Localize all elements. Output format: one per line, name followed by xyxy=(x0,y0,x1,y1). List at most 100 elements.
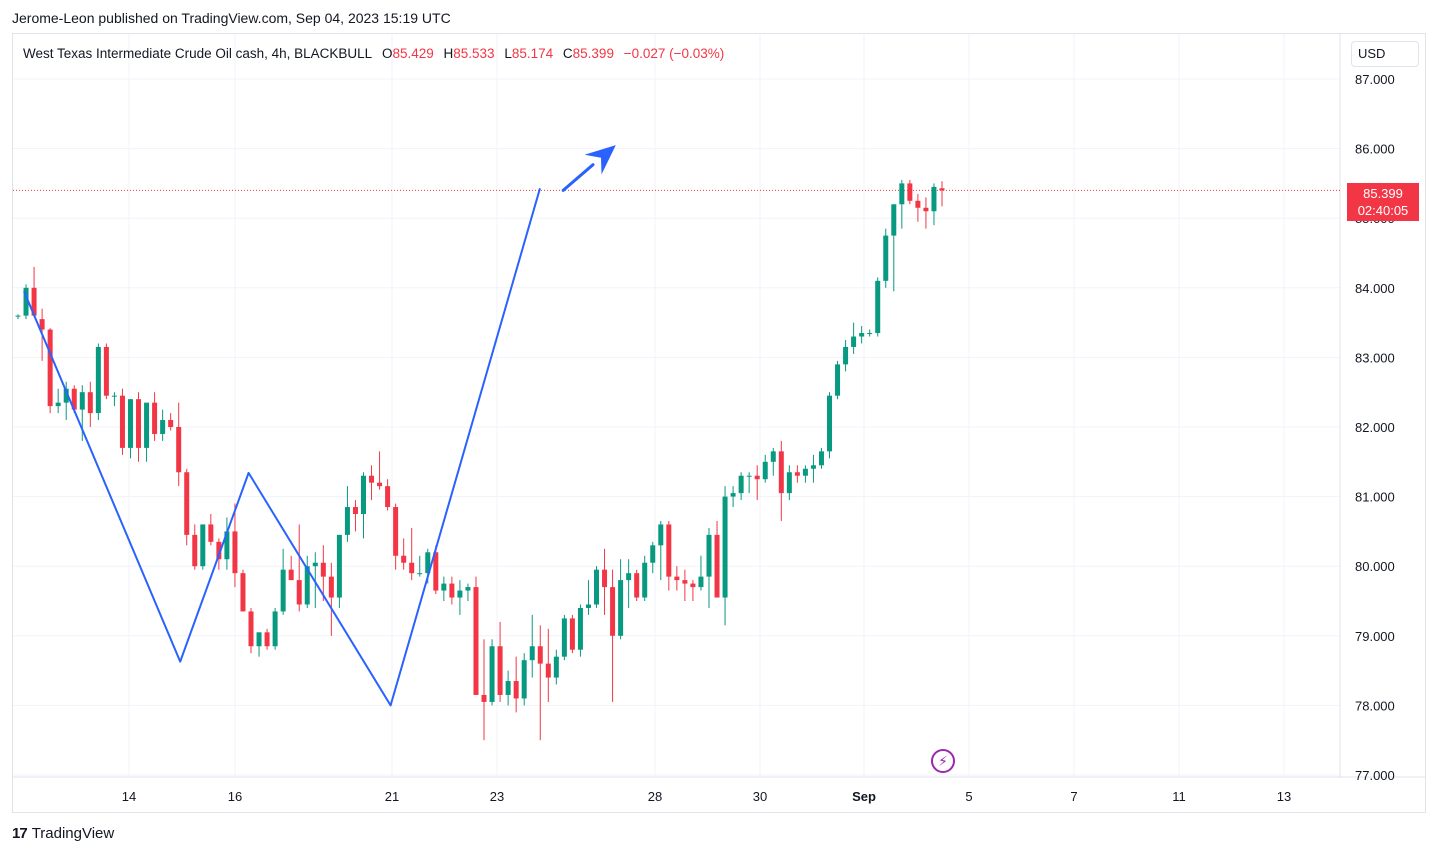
candle xyxy=(690,580,696,601)
forecast-arrow-shaft[interactable] xyxy=(561,163,595,192)
candle xyxy=(449,576,455,605)
candle xyxy=(762,454,768,483)
forecast-arrow-head[interactable] xyxy=(584,145,616,175)
symbol-legend: West Texas Intermediate Crude Oil cash, … xyxy=(23,46,724,61)
candle xyxy=(240,569,246,612)
high-label: H xyxy=(443,46,454,61)
candle xyxy=(15,314,21,320)
candle-body xyxy=(634,573,640,598)
candle-body xyxy=(465,587,471,591)
candle-body xyxy=(931,186,937,212)
candle-body xyxy=(360,475,366,514)
candle-body xyxy=(529,646,535,661)
candle xyxy=(119,388,125,455)
candle xyxy=(441,576,447,601)
candle xyxy=(136,392,142,462)
candle-body xyxy=(184,472,190,535)
candle xyxy=(360,472,366,539)
candle xyxy=(883,228,889,288)
candle-body xyxy=(714,534,720,598)
candle-body xyxy=(352,507,358,514)
candle-body xyxy=(497,646,503,695)
candle-body xyxy=(545,663,551,678)
candle-body xyxy=(31,287,37,316)
candle-body xyxy=(144,402,150,448)
tradingview-logo[interactable]: 17 TradingView xyxy=(12,825,114,842)
candle-body xyxy=(304,566,310,605)
candle xyxy=(907,179,913,205)
candle-body xyxy=(730,493,736,497)
candle-body xyxy=(778,451,784,494)
x-tick-label: 13 xyxy=(1277,789,1291,804)
candle xyxy=(682,569,688,601)
candle-body xyxy=(674,576,680,581)
candle xyxy=(553,649,559,685)
lightning-icon[interactable]: ⚡ xyxy=(931,749,955,773)
candle xyxy=(746,472,752,494)
candle xyxy=(489,639,495,706)
candle xyxy=(594,566,600,608)
candle xyxy=(923,197,929,229)
candle-body xyxy=(537,646,543,664)
candle xyxy=(264,628,270,650)
x-tick-label: 5 xyxy=(965,789,972,804)
candle-body xyxy=(449,583,455,598)
candle xyxy=(939,181,945,207)
candle-body xyxy=(513,681,519,699)
candle xyxy=(618,559,624,640)
candle-body xyxy=(915,200,921,208)
candle xyxy=(144,402,150,462)
candle-body xyxy=(561,618,567,657)
candle xyxy=(666,520,672,591)
candle-body xyxy=(39,319,45,330)
candle-body xyxy=(505,681,511,695)
y-tick-label: 78.000 xyxy=(1355,698,1395,713)
currency-selector[interactable]: USD xyxy=(1351,41,1419,67)
candle-body xyxy=(200,524,206,567)
y-tick-label: 82.000 xyxy=(1355,420,1395,435)
candle xyxy=(818,447,824,469)
candle xyxy=(794,465,800,483)
candle xyxy=(224,517,230,570)
candle xyxy=(770,447,776,476)
candle-body xyxy=(907,183,913,201)
candle-body xyxy=(55,402,61,407)
candle xyxy=(208,514,214,546)
x-tick-label: 11 xyxy=(1172,789,1186,804)
candle-body xyxy=(425,552,431,574)
candle-body xyxy=(762,461,768,480)
candle xyxy=(168,413,174,431)
candle xyxy=(369,465,375,501)
candle xyxy=(393,503,399,570)
high-value: 85.533 xyxy=(453,46,495,61)
candle xyxy=(232,503,238,588)
candle xyxy=(786,465,792,501)
candle xyxy=(835,360,841,400)
candle-body xyxy=(385,486,391,508)
candle xyxy=(602,548,608,615)
candle xyxy=(31,266,37,316)
candle-body xyxy=(119,395,125,448)
low-value: 85.174 xyxy=(511,46,554,61)
candle-body xyxy=(47,329,53,407)
candle xyxy=(328,562,334,636)
candle-body xyxy=(240,573,246,612)
candle xyxy=(152,392,158,441)
candle xyxy=(529,614,535,678)
candle xyxy=(272,607,278,650)
candle xyxy=(875,277,881,337)
open-value: 85.429 xyxy=(392,46,434,61)
candle xyxy=(569,614,575,654)
candle xyxy=(810,454,816,483)
y-tick-label: 87.000 xyxy=(1355,72,1395,87)
zigzag-trend-line[interactable] xyxy=(23,188,541,707)
candle-body xyxy=(754,475,760,480)
candle xyxy=(537,625,543,741)
candle-body xyxy=(891,204,897,236)
candle xyxy=(843,340,849,372)
candle-body xyxy=(232,531,238,574)
symbol-name[interactable]: West Texas Intermediate Crude Oil cash, … xyxy=(23,46,373,61)
candle xyxy=(730,486,736,508)
candle xyxy=(95,343,101,421)
